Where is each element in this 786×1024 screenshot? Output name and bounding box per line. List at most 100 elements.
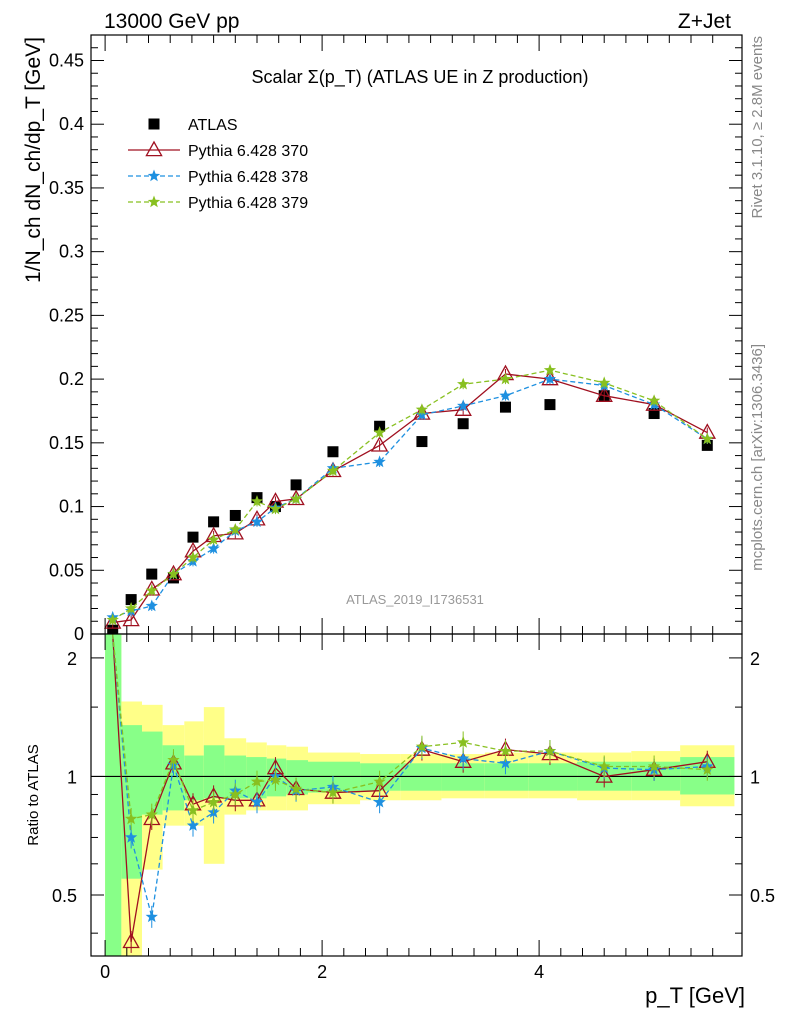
data-point bbox=[499, 389, 512, 401]
y-tick-label: 0.1 bbox=[59, 497, 84, 517]
ratio-stat-band bbox=[121, 725, 142, 879]
ratio-point bbox=[186, 819, 200, 831]
y-tick-label: 0.3 bbox=[59, 242, 84, 262]
legend: ATLAS Pythia 6.428 370 Pythia 6.428 378 Pyt… bbox=[128, 117, 308, 212]
ratio-point bbox=[499, 744, 512, 757]
ratio-stat-band bbox=[184, 755, 204, 801]
ratio-point bbox=[289, 782, 303, 795]
y-axis-label: 1/N_ch dN_ch/dp_T [GeV] bbox=[22, 37, 45, 283]
data-point bbox=[289, 492, 303, 505]
analysis-label: ATLAS_2019_I1736531 bbox=[346, 592, 484, 607]
header-right: Z+Jet bbox=[678, 10, 731, 33]
data-point bbox=[122, 610, 140, 627]
x-tick-label: 0 bbox=[100, 962, 110, 982]
legend-label: Pythia 6.428 378 bbox=[188, 169, 308, 186]
ratio-point bbox=[145, 910, 158, 923]
data-point bbox=[373, 455, 386, 468]
legend-marker bbox=[148, 118, 160, 130]
main-panel: Scalar Σ(p_T) (ATLAS UE in Z production)… bbox=[49, 34, 743, 644]
ratio-stat-band bbox=[105, 634, 122, 956]
data-point bbox=[499, 372, 512, 385]
legend-label: Pythia 6.428 370 bbox=[188, 143, 308, 160]
ratio-point bbox=[269, 773, 282, 786]
ratio-point bbox=[229, 788, 242, 800]
data-point bbox=[186, 551, 200, 563]
ratio-tick-label: 0.5 bbox=[52, 886, 77, 906]
ratio-point bbox=[145, 808, 158, 820]
data-point bbox=[454, 400, 472, 416]
data-point bbox=[208, 516, 220, 528]
ratio-point bbox=[125, 831, 138, 843]
data-point bbox=[146, 568, 158, 580]
ratio-tick-label-right: 0.5 bbox=[750, 886, 775, 906]
ratio-point bbox=[250, 795, 264, 808]
legend-marker bbox=[147, 195, 161, 208]
data-point bbox=[457, 418, 469, 430]
ratio-stat-band bbox=[286, 760, 308, 795]
x-tick-label: 4 bbox=[534, 962, 544, 982]
ratio-stat-band bbox=[203, 745, 225, 799]
y-tick-label: 0.4 bbox=[59, 114, 84, 134]
ratio-point bbox=[125, 812, 138, 825]
y-tick-label: 0.35 bbox=[49, 178, 84, 198]
ratio-point bbox=[415, 740, 429, 752]
ratio-point bbox=[499, 756, 512, 769]
legend-label: ATLAS bbox=[188, 117, 238, 134]
chart-title: Scalar Σ(p_T) (ATLAS UE in Z production) bbox=[252, 67, 589, 88]
data-point bbox=[543, 372, 557, 385]
series-line bbox=[112, 373, 708, 624]
ratio-stat-band bbox=[162, 745, 185, 811]
data-point bbox=[373, 426, 386, 438]
ratio-tick-label: 1 bbox=[67, 767, 77, 787]
data-point bbox=[499, 401, 511, 413]
data-point bbox=[327, 446, 339, 458]
legend-marker bbox=[147, 169, 161, 182]
y-tick-label: 0 bbox=[74, 624, 84, 644]
ratio-point bbox=[598, 760, 611, 772]
data-point bbox=[250, 515, 264, 528]
data-point bbox=[106, 613, 119, 626]
data-point bbox=[457, 399, 470, 412]
y-tick-label: 0.15 bbox=[49, 433, 84, 453]
data-point bbox=[326, 464, 340, 477]
data-point bbox=[226, 523, 245, 540]
ratio-point bbox=[226, 790, 245, 807]
legend-label: Pythia 6.428 379 bbox=[188, 195, 308, 212]
data-point bbox=[107, 624, 119, 636]
data-point bbox=[544, 399, 556, 411]
data-point bbox=[595, 386, 613, 402]
ratio-point bbox=[373, 775, 386, 787]
series-line bbox=[112, 378, 708, 619]
ratio-point bbox=[207, 795, 220, 808]
ratio-y-axis-label: Ratio to ATLAS bbox=[25, 744, 42, 845]
ratio-panel: 0.5 0.5 1 1 2 2 bbox=[52, 633, 775, 957]
ratio-point bbox=[326, 786, 340, 798]
data-point bbox=[207, 533, 220, 545]
data-point bbox=[416, 436, 428, 448]
data-point bbox=[145, 599, 158, 612]
data-point bbox=[125, 602, 138, 614]
rivet-label: Rivet 3.1.10, ≥ 2.8M events bbox=[749, 36, 766, 219]
mcplots-label: mcplots.cern.ch [arXiv:1306.3436] bbox=[749, 344, 766, 571]
ratio-point bbox=[701, 763, 714, 775]
data-point bbox=[229, 509, 241, 521]
data-point bbox=[167, 567, 180, 580]
legend-marker bbox=[145, 140, 163, 157]
ratio-point bbox=[647, 760, 661, 772]
ratio-stat-band bbox=[141, 731, 163, 815]
data-point bbox=[543, 363, 557, 376]
data-point bbox=[648, 408, 660, 420]
header-left: 13000 GeV pp bbox=[104, 10, 239, 33]
ratio-tick-label: 2 bbox=[67, 649, 77, 669]
y-tick-label: 0.45 bbox=[49, 50, 84, 70]
y-tick-label: 0.05 bbox=[49, 560, 84, 580]
data-point bbox=[269, 502, 282, 515]
data-point bbox=[250, 495, 264, 507]
ratio-point bbox=[250, 775, 264, 787]
data-point bbox=[207, 542, 220, 554]
ratio-point bbox=[186, 803, 200, 816]
data-point bbox=[103, 613, 122, 629]
data-point bbox=[145, 584, 158, 596]
data-point bbox=[415, 403, 429, 415]
